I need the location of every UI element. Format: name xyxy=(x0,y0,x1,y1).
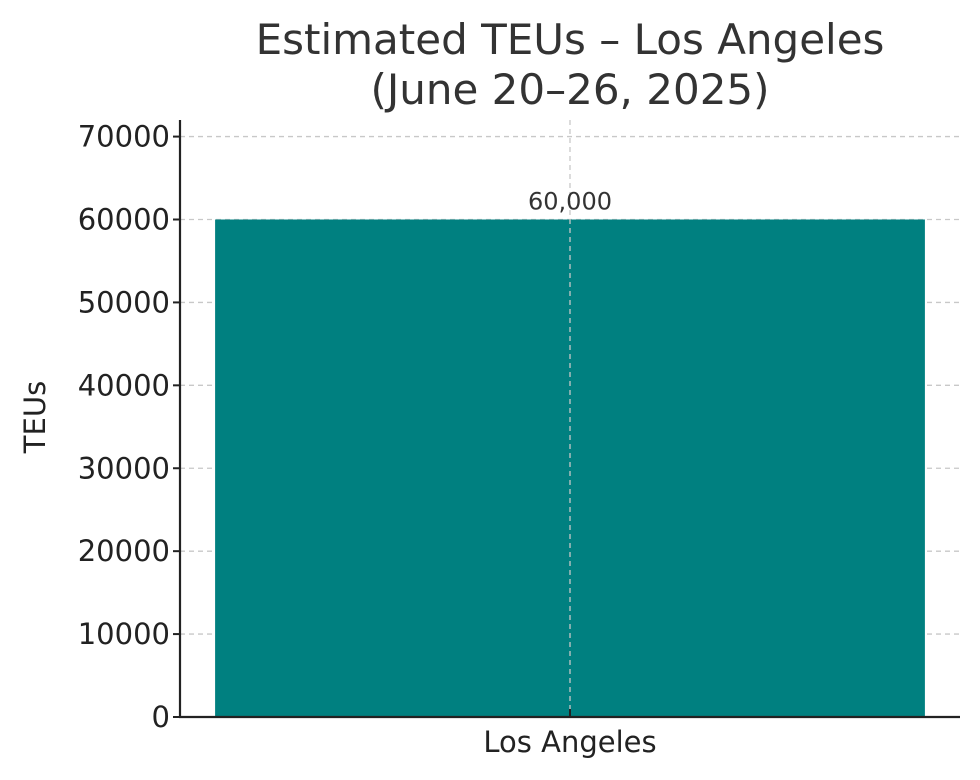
y-tick-label: 0 xyxy=(152,700,170,734)
y-tick-label: 60000 xyxy=(78,203,170,237)
y-axis-label: TEUs xyxy=(18,381,52,454)
bar-value-label: 60,000 xyxy=(528,188,612,216)
y-tick-label: 30000 xyxy=(78,451,170,485)
y-tick-label: 20000 xyxy=(78,534,170,568)
y-tick-label: 40000 xyxy=(78,368,170,402)
y-tick-label: 50000 xyxy=(78,285,170,319)
chart-title-line-1: Estimated TEUs – Los Angeles xyxy=(256,15,885,64)
chart-title-line-2: (June 20–26, 2025) xyxy=(370,65,769,114)
y-tick-label: 70000 xyxy=(78,120,170,154)
x-tick-label: Los Angeles xyxy=(483,725,656,759)
y-tick-label: 10000 xyxy=(78,617,170,651)
